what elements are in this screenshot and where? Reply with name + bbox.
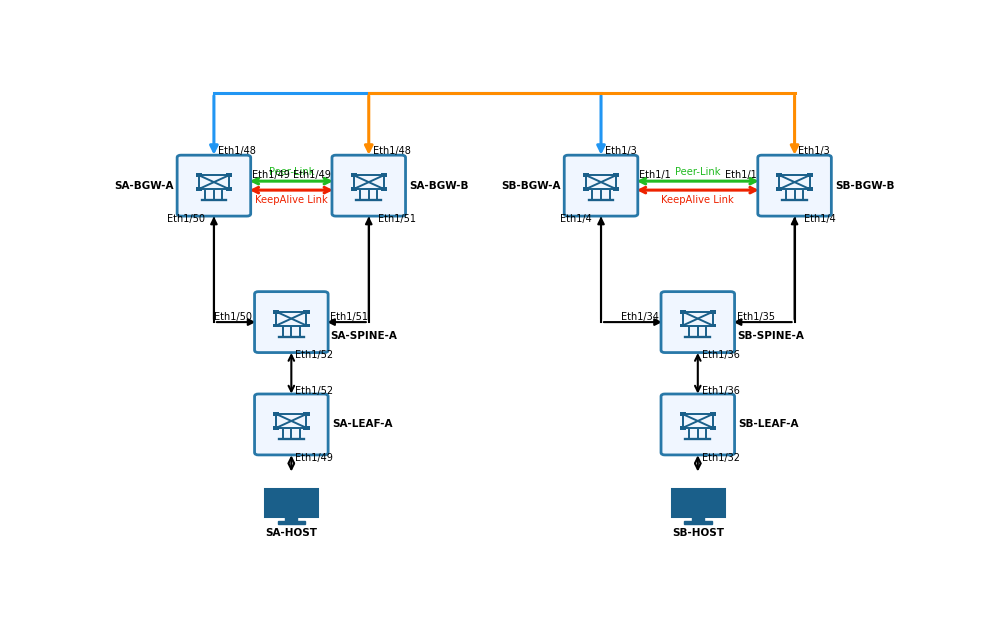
- FancyBboxPatch shape: [679, 412, 685, 416]
- FancyBboxPatch shape: [304, 426, 310, 430]
- FancyBboxPatch shape: [381, 187, 387, 191]
- FancyBboxPatch shape: [679, 310, 685, 313]
- FancyBboxPatch shape: [351, 173, 357, 177]
- FancyBboxPatch shape: [381, 173, 387, 177]
- FancyBboxPatch shape: [679, 426, 685, 430]
- FancyBboxPatch shape: [776, 173, 782, 177]
- FancyBboxPatch shape: [613, 187, 619, 191]
- FancyBboxPatch shape: [304, 323, 310, 327]
- FancyBboxPatch shape: [273, 310, 280, 313]
- FancyBboxPatch shape: [710, 426, 716, 430]
- Text: Eth1/49: Eth1/49: [296, 453, 333, 463]
- FancyBboxPatch shape: [177, 155, 251, 216]
- Text: KeepAlive Link: KeepAlive Link: [661, 195, 734, 205]
- FancyBboxPatch shape: [196, 173, 202, 177]
- FancyBboxPatch shape: [582, 187, 589, 191]
- Text: Eth1/34: Eth1/34: [620, 312, 658, 322]
- Text: SB-BGW-B: SB-BGW-B: [835, 180, 895, 191]
- Text: Eth1/48: Eth1/48: [218, 146, 256, 156]
- Text: KeepAlive Link: KeepAlive Link: [255, 195, 328, 205]
- FancyBboxPatch shape: [255, 394, 328, 455]
- Text: Eth1/4: Eth1/4: [804, 213, 835, 223]
- Text: Eth1/50: Eth1/50: [167, 213, 205, 223]
- FancyBboxPatch shape: [671, 489, 724, 515]
- FancyBboxPatch shape: [332, 155, 406, 216]
- FancyBboxPatch shape: [273, 323, 280, 327]
- FancyBboxPatch shape: [351, 187, 357, 191]
- Text: SA-BGW-A: SA-BGW-A: [114, 180, 173, 191]
- Text: Eth1/36: Eth1/36: [701, 385, 739, 396]
- FancyBboxPatch shape: [776, 187, 782, 191]
- Text: Eth1/36: Eth1/36: [701, 350, 739, 360]
- Text: Eth1/1: Eth1/1: [724, 170, 756, 180]
- Text: Eth1/49: Eth1/49: [293, 170, 331, 180]
- Text: Eth1/48: Eth1/48: [373, 146, 411, 156]
- Text: Eth1/52: Eth1/52: [296, 385, 334, 396]
- Text: Eth1/3: Eth1/3: [605, 146, 636, 156]
- Text: SB-BGW-A: SB-BGW-A: [500, 180, 560, 191]
- FancyBboxPatch shape: [255, 292, 328, 353]
- FancyBboxPatch shape: [273, 412, 280, 416]
- FancyBboxPatch shape: [806, 173, 813, 177]
- Text: SA-LEAF-A: SA-LEAF-A: [332, 420, 393, 429]
- FancyBboxPatch shape: [582, 173, 589, 177]
- Text: SB-LEAF-A: SB-LEAF-A: [738, 420, 799, 429]
- FancyBboxPatch shape: [758, 155, 831, 216]
- Text: Eth1/49: Eth1/49: [252, 170, 290, 180]
- FancyBboxPatch shape: [273, 426, 280, 430]
- FancyBboxPatch shape: [710, 310, 716, 313]
- Text: SB-HOST: SB-HOST: [671, 528, 724, 538]
- FancyBboxPatch shape: [710, 323, 716, 327]
- Text: SB-SPINE-A: SB-SPINE-A: [737, 330, 804, 341]
- Text: Eth1/51: Eth1/51: [378, 213, 416, 223]
- FancyBboxPatch shape: [679, 323, 685, 327]
- Polygon shape: [278, 521, 305, 524]
- FancyBboxPatch shape: [304, 412, 310, 416]
- FancyBboxPatch shape: [226, 187, 232, 191]
- Text: SA-BGW-B: SA-BGW-B: [410, 180, 469, 191]
- Text: Eth1/1: Eth1/1: [639, 170, 671, 180]
- FancyBboxPatch shape: [226, 173, 232, 177]
- FancyBboxPatch shape: [266, 489, 318, 515]
- Text: Eth1/4: Eth1/4: [560, 213, 591, 223]
- Text: Eth1/52: Eth1/52: [296, 350, 334, 360]
- Text: Eth1/51: Eth1/51: [331, 312, 369, 322]
- Text: Eth1/35: Eth1/35: [737, 312, 775, 322]
- FancyBboxPatch shape: [196, 187, 202, 191]
- Text: Peer-Link: Peer-Link: [269, 167, 314, 177]
- FancyBboxPatch shape: [806, 187, 813, 191]
- Polygon shape: [286, 514, 298, 521]
- Polygon shape: [684, 521, 711, 524]
- FancyBboxPatch shape: [661, 292, 734, 353]
- Text: Eth1/3: Eth1/3: [798, 146, 830, 156]
- FancyBboxPatch shape: [613, 173, 619, 177]
- Text: Peer-Link: Peer-Link: [675, 167, 720, 177]
- Text: Eth1/32: Eth1/32: [701, 453, 739, 463]
- FancyBboxPatch shape: [304, 310, 310, 313]
- FancyBboxPatch shape: [564, 155, 637, 216]
- Polygon shape: [692, 514, 703, 521]
- FancyBboxPatch shape: [710, 412, 716, 416]
- Text: Eth1/50: Eth1/50: [214, 312, 252, 322]
- Text: SA-HOST: SA-HOST: [266, 528, 318, 538]
- Text: SA-SPINE-A: SA-SPINE-A: [331, 330, 398, 341]
- FancyBboxPatch shape: [661, 394, 734, 455]
